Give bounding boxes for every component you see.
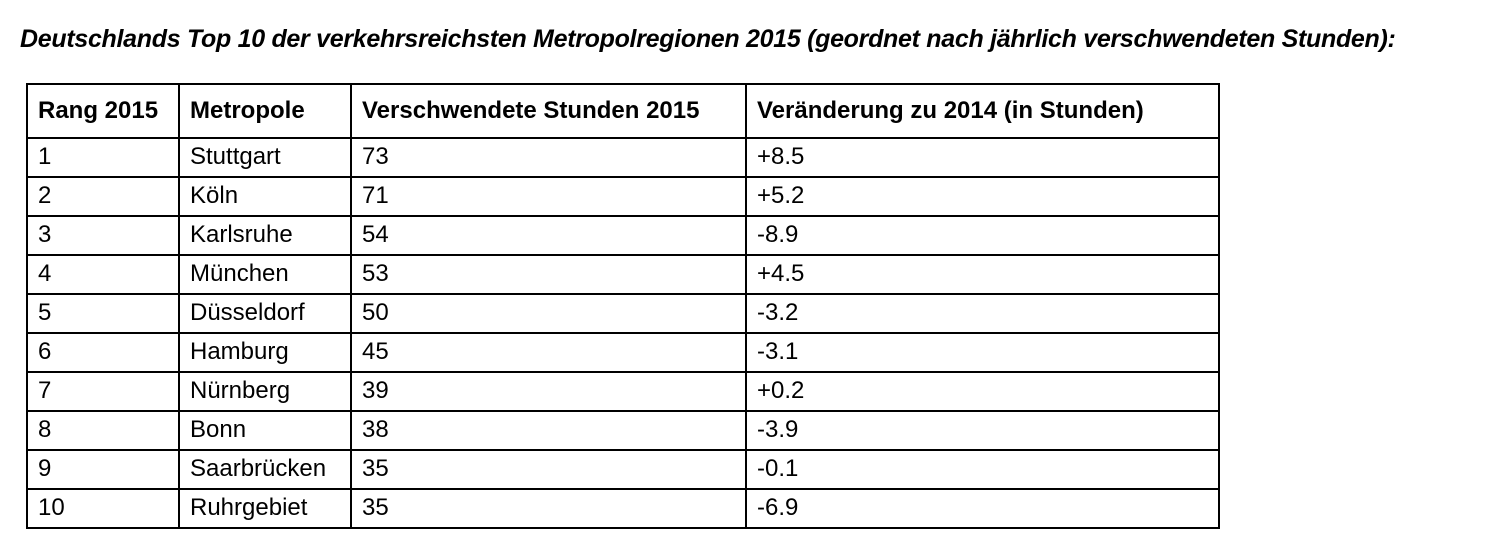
table-row: 2 Köln 71 +5.2: [26, 176, 1220, 217]
cell-stunden: 73: [350, 137, 747, 178]
cell-veraenderung: +5.2: [745, 176, 1220, 217]
table-row: 8 Bonn 38 -3.9: [26, 410, 1220, 451]
cell-rang: 7: [26, 371, 180, 412]
table-row: 10 Ruhrgebiet 35 -6.9: [26, 488, 1220, 529]
column-header-metropole: Metropole: [178, 83, 352, 139]
cell-veraenderung: -0.1: [745, 449, 1220, 490]
cell-metropole: Stuttgart: [178, 137, 352, 178]
cell-veraenderung: -3.2: [745, 293, 1220, 334]
cell-veraenderung: +8.5: [745, 137, 1220, 178]
cell-stunden: 71: [350, 176, 747, 217]
page-title: Deutschlands Top 10 der verkehrsreichste…: [20, 25, 1396, 53]
cell-stunden: 54: [350, 215, 747, 256]
traffic-ranking-table: Rang 2015 Metropole Verschwendete Stunde…: [26, 83, 1220, 529]
table-row: 6 Hamburg 45 -3.1: [26, 332, 1220, 373]
cell-stunden: 39: [350, 371, 747, 412]
cell-stunden: 53: [350, 254, 747, 295]
cell-rang: 5: [26, 293, 180, 334]
cell-rang: 9: [26, 449, 180, 490]
table-row: 5 Düsseldorf 50 -3.2: [26, 293, 1220, 334]
cell-metropole: Karlsruhe: [178, 215, 352, 256]
table-row: 3 Karlsruhe 54 -8.9: [26, 215, 1220, 256]
cell-rang: 10: [26, 488, 180, 529]
cell-metropole: Bonn: [178, 410, 352, 451]
column-header-veraenderung: Veränderung zu 2014 (in Stunden): [745, 83, 1220, 139]
table-row: 7 Nürnberg 39 +0.2: [26, 371, 1220, 412]
cell-metropole: Düsseldorf: [178, 293, 352, 334]
cell-veraenderung: -8.9: [745, 215, 1220, 256]
cell-rang: 1: [26, 137, 180, 178]
cell-stunden: 50: [350, 293, 747, 334]
cell-rang: 2: [26, 176, 180, 217]
cell-stunden: 35: [350, 488, 747, 529]
cell-metropole: Saarbrücken: [178, 449, 352, 490]
cell-veraenderung: -3.9: [745, 410, 1220, 451]
table-header: Rang 2015 Metropole Verschwendete Stunde…: [26, 83, 1220, 139]
header-row: Rang 2015 Metropole Verschwendete Stunde…: [26, 83, 1220, 139]
cell-metropole: Köln: [178, 176, 352, 217]
column-header-stunden: Verschwendete Stunden 2015: [350, 83, 747, 139]
cell-rang: 3: [26, 215, 180, 256]
table-body: 1 Stuttgart 73 +8.5 2 Köln 71 +5.2 3 Kar…: [26, 137, 1220, 529]
cell-metropole: München: [178, 254, 352, 295]
cell-stunden: 45: [350, 332, 747, 373]
cell-metropole: Hamburg: [178, 332, 352, 373]
cell-rang: 8: [26, 410, 180, 451]
cell-veraenderung: +4.5: [745, 254, 1220, 295]
cell-rang: 6: [26, 332, 180, 373]
cell-stunden: 35: [350, 449, 747, 490]
table-row: 4 München 53 +4.5: [26, 254, 1220, 295]
cell-veraenderung: +0.2: [745, 371, 1220, 412]
cell-stunden: 38: [350, 410, 747, 451]
cell-veraenderung: -3.1: [745, 332, 1220, 373]
column-header-rang: Rang 2015: [26, 83, 180, 139]
cell-rang: 4: [26, 254, 180, 295]
cell-metropole: Ruhrgebiet: [178, 488, 352, 529]
table-row: 1 Stuttgart 73 +8.5: [26, 137, 1220, 178]
table-row: 9 Saarbrücken 35 -0.1: [26, 449, 1220, 490]
cell-metropole: Nürnberg: [178, 371, 352, 412]
cell-veraenderung: -6.9: [745, 488, 1220, 529]
